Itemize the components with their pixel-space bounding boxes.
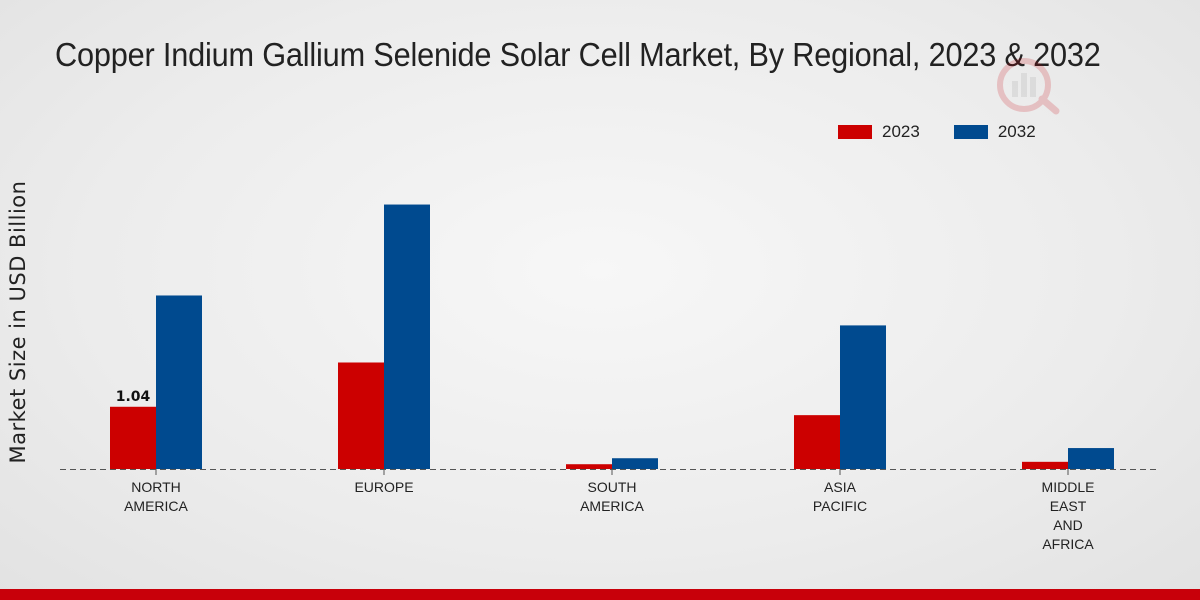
legend-label-2032: 2032 <box>997 122 1036 141</box>
x-tick-label: EUROPE <box>354 479 413 495</box>
legend: 2023 2032 <box>838 122 1036 142</box>
legend-swatch-2032 <box>953 125 988 139</box>
bar-2032-south-america <box>612 458 658 469</box>
bar-2023-asia-pacific <box>794 415 840 469</box>
bar-2032-middle-east-and-africa <box>1068 448 1114 469</box>
legend-label-2023: 2023 <box>882 122 920 141</box>
watermark-logo-icon <box>997 58 1060 115</box>
bar-2023-europe <box>338 362 384 469</box>
bottom-accent-bar <box>0 589 1200 600</box>
chart-title: Copper Indium Gallium Selenide Solar Cel… <box>55 36 1101 73</box>
legend-item-2032: 2032 <box>953 122 1036 142</box>
x-tick-label: NORTH AMERICA <box>124 479 188 514</box>
data-label: 1.04 <box>116 389 151 405</box>
x-tick-label: SOUTH AMERICA <box>580 479 644 514</box>
x-tick-label: ASIA PACIFIC <box>813 479 867 514</box>
bar-2023-middle-east-and-africa <box>1022 461 1068 469</box>
bar-2023-north-america <box>110 406 156 469</box>
bar-2032-europe <box>384 204 430 469</box>
legend-item-2023: 2023 <box>838 122 920 142</box>
bar-2023-south-america <box>566 464 612 469</box>
legend-swatch-2023 <box>838 125 872 139</box>
bar-2032-north-america <box>156 295 202 469</box>
bar-2032-asia-pacific <box>840 325 886 469</box>
x-tick-label: MIDDLE EAST AND AFRICA <box>1042 479 1095 552</box>
